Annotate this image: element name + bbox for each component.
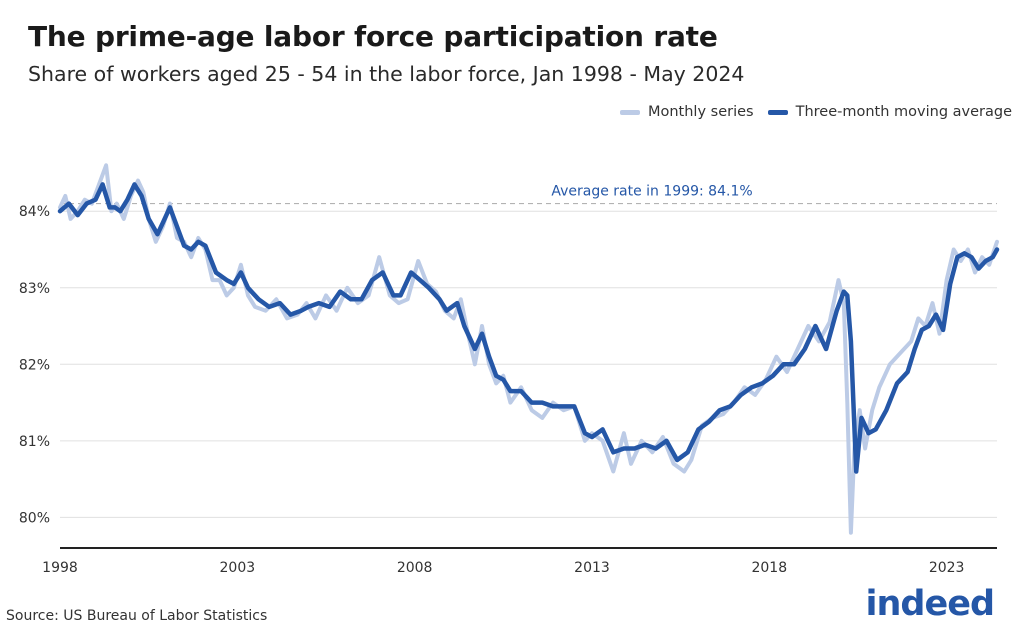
x-tick-label: 2018 <box>751 560 787 576</box>
y-axis-ticks: 80% 81% 82% 83% 84% <box>19 204 50 526</box>
legend-item-monthly: Monthly series <box>619 104 754 120</box>
series-group <box>57 163 1000 535</box>
reference-line-group: Average rate in 1999: 84.1% <box>60 184 997 205</box>
legend-label-monthly: Monthly series <box>647 104 754 120</box>
x-tick-label: 2008 <box>397 560 433 576</box>
y-tick-label: 80% <box>19 510 50 526</box>
x-tick-label: 2013 <box>574 560 610 576</box>
y-tick-label: 82% <box>19 357 50 373</box>
legend-swatch-average <box>767 109 788 115</box>
y-tick-label: 81% <box>19 434 50 450</box>
legend: Monthly series Three-month moving averag… <box>606 104 1012 120</box>
x-tick-label: 2003 <box>220 560 256 576</box>
chart-subtitle: Share of workers aged 25 - 54 in the lab… <box>28 62 745 86</box>
x-tick-label: 1998 <box>42 560 78 576</box>
x-tick-label: 2023 <box>929 560 965 576</box>
series-line-monthly <box>58 163 999 535</box>
legend-item-average: Three-month moving average <box>767 104 1012 120</box>
chart-title: The prime-age labor force participation … <box>28 20 718 53</box>
indeed-logo: indeed <box>865 584 995 624</box>
series-line-average <box>57 182 1000 474</box>
legend-swatch-monthly <box>619 109 640 115</box>
source-note: Source: US Bureau of Labor Statistics <box>6 608 268 624</box>
reference-line-label: Average rate in 1999: 84.1% <box>551 184 752 200</box>
legend-label-average: Three-month moving average <box>795 104 1012 120</box>
y-tick-label: 83% <box>19 281 50 297</box>
y-tick-label: 84% <box>19 204 50 220</box>
x-axis-ticks: 1998 2003 2008 2013 2018 2023 <box>42 560 964 576</box>
